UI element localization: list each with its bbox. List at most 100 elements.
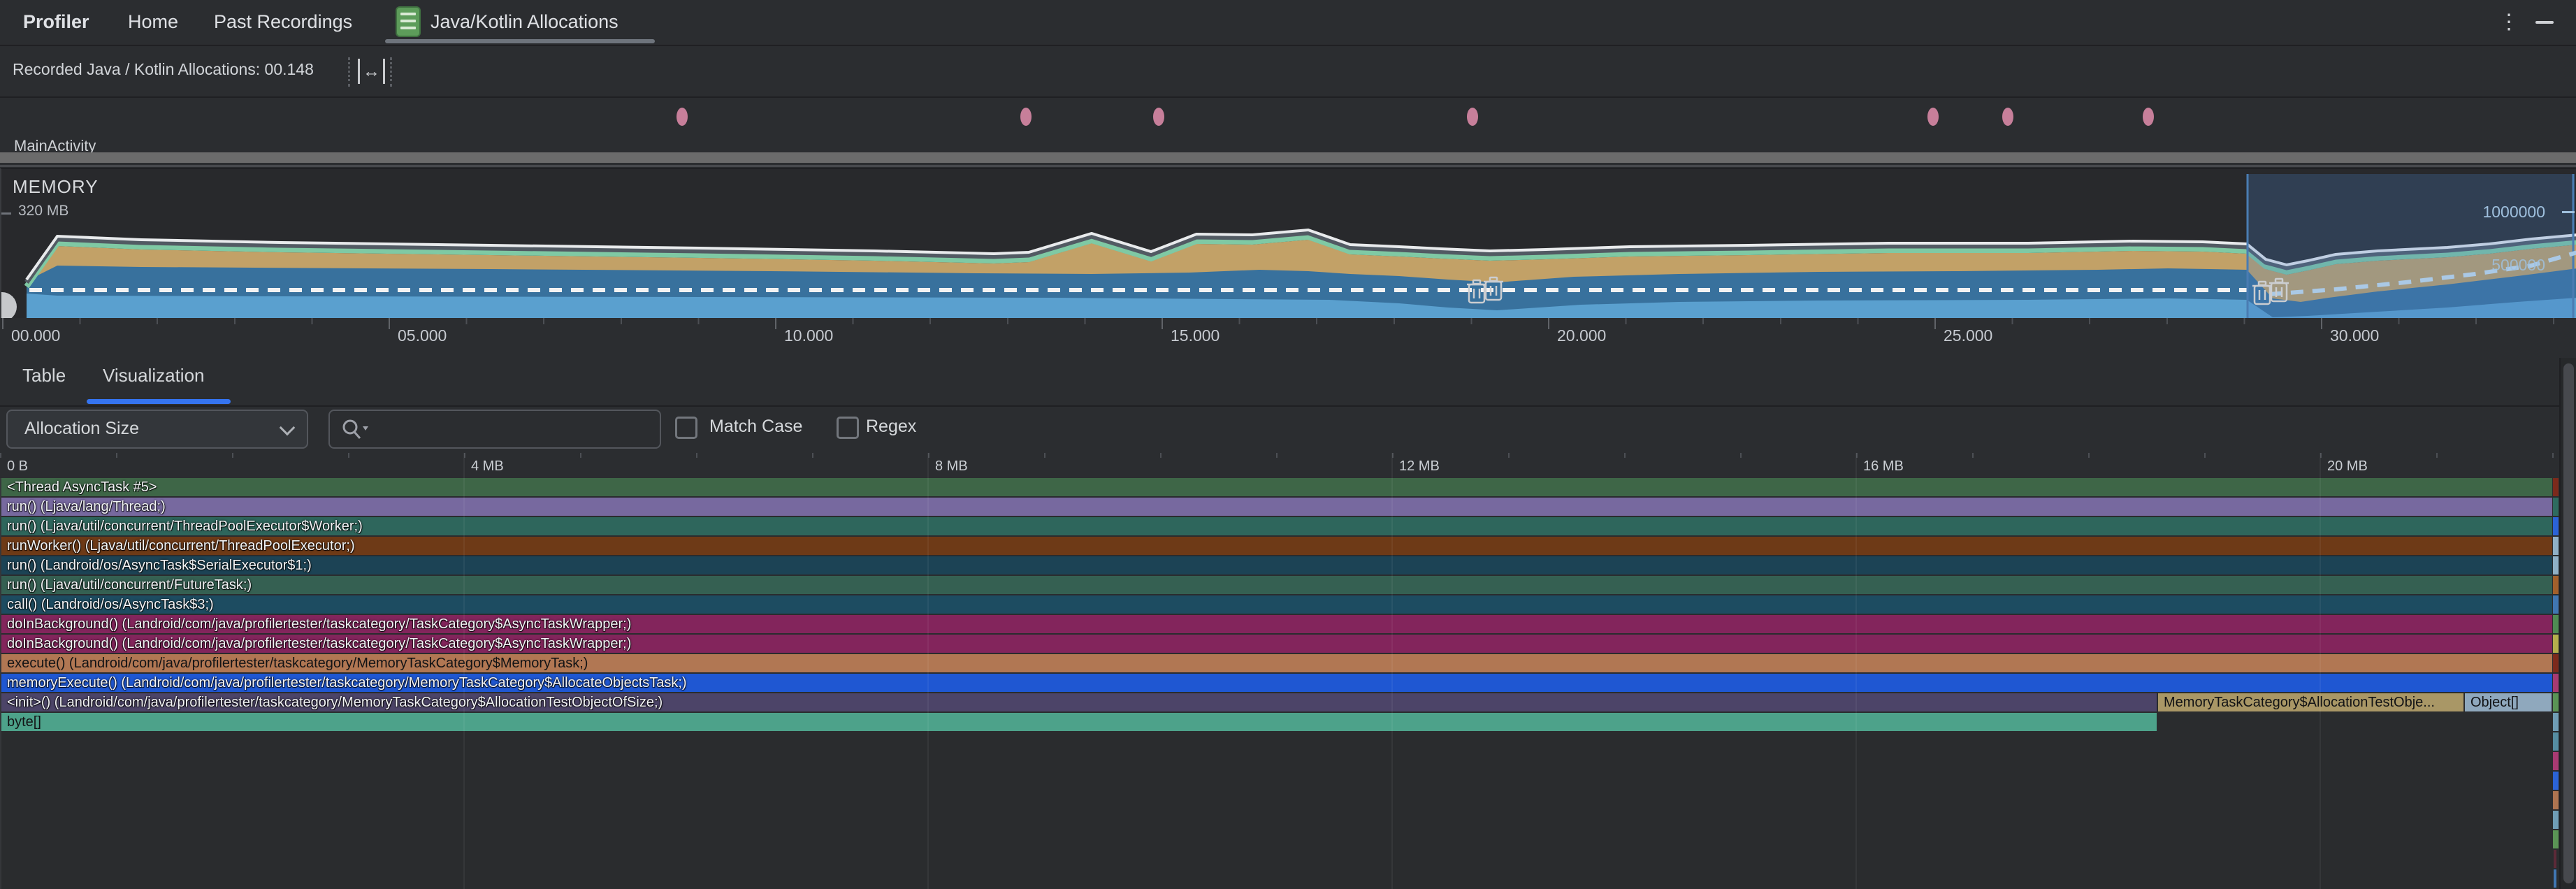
tab-visualization[interactable]: Visualization	[103, 365, 205, 386]
memory-area-chart[interactable]	[1, 174, 2576, 319]
flame-bar[interactable]: run() (Ljava/lang/Thread;)	[1, 498, 2552, 516]
activity-lifecycle-bar[interactable]	[0, 152, 2576, 163]
flame-chart[interactable]: <Thread AsyncTask #5> run() (Ljava/lang/T…	[0, 478, 2576, 889]
flame-bar-sliver[interactable]	[2553, 537, 2559, 555]
search-input[interactable]	[372, 414, 647, 443]
regex-checkbox[interactable]	[837, 417, 859, 439]
activity-name: MainActivity	[14, 137, 96, 154]
timeline-tick-label: 00.000	[11, 326, 61, 345]
flame-bar-label: memoryExecute() (Landroid/com/java/profi…	[7, 675, 687, 691]
flame-bar[interactable]: run() (Ljava/util/concurrent/ThreadPoolE…	[1, 517, 2552, 535]
flame-bar[interactable]: call() (Landroid/os/AsyncTask$3;)	[1, 595, 2552, 614]
search-box[interactable]	[328, 410, 661, 449]
flame-bar-sliver[interactable]	[2553, 791, 2559, 809]
flame-bar-sliver[interactable]	[2553, 674, 2559, 692]
flame-bar-sliver[interactable]	[2553, 732, 2559, 751]
allocation-size-dropdown[interactable]: Allocation Size	[6, 410, 308, 449]
tab-java-kotlin-allocations[interactable]: Java/Kotlin Allocations	[396, 0, 618, 43]
vertical-scrollbar[interactable]	[2559, 358, 2576, 889]
flame-bar-sliver[interactable]	[2554, 850, 2556, 868]
flame-bar-sliver[interactable]	[2553, 635, 2559, 653]
ruler-tick-label: 0 B	[7, 458, 29, 474]
flame-bar[interactable]: run() (Ljava/util/concurrent/FutureTask;…	[1, 576, 2552, 594]
flame-bar-label: run() (Landroid/os/AsyncTask$SerialExecu…	[7, 558, 312, 573]
memory-chart[interactable]: MEMORY 320 MB 1000000 500000	[0, 168, 2576, 319]
flame-bar-sliver[interactable]	[2553, 693, 2559, 711]
flame-bar-sliver[interactable]	[2553, 595, 2559, 614]
timeline-tick-label: 30.000	[2330, 326, 2380, 345]
selection-axis-tick	[2562, 211, 2575, 213]
top-tab-bar: Profiler Home Past Recordings Java/Kotli…	[0, 0, 2576, 46]
flame-bar-label: Object[]	[2470, 695, 2519, 710]
timeline-axis[interactable]: 00.000 05.000 10.000 15.000 20.000 25.000 30.0…	[0, 318, 2576, 347]
flame-bar-sliver[interactable]	[2553, 772, 2559, 790]
flame-bar[interactable]: memoryExecute() (Landroid/com/java/profi…	[1, 674, 2552, 692]
allocation-event-dot[interactable]	[676, 108, 688, 126]
flame-bar-sliver[interactable]	[2554, 869, 2556, 888]
flame-bar-label: byte[]	[7, 714, 41, 730]
tab-past-recordings[interactable]: Past Recordings	[214, 10, 353, 32]
flame-bar-sliver[interactable]	[2553, 811, 2559, 829]
y-axis-label: 320 MB	[18, 203, 69, 219]
flame-bar[interactable]: execute() (Landroid/com/java/profilertes…	[1, 654, 2552, 672]
flame-bar[interactable]: <Thread AsyncTask #5>	[1, 478, 2552, 496]
flame-bar-sliver[interactable]	[2553, 478, 2559, 496]
flame-bar-label: <init>() (Landroid/com/java/profilertest…	[7, 695, 663, 710]
flame-bar-sliver[interactable]	[2553, 576, 2559, 594]
flame-bar[interactable]: run() (Landroid/os/AsyncTask$SerialExecu…	[1, 556, 2552, 574]
ruler-tick-label: 20 MB	[2327, 458, 2368, 474]
flame-bar-label: call() (Landroid/os/AsyncTask$3;)	[7, 597, 214, 612]
flame-bar-label: run() (Ljava/lang/Thread;)	[7, 499, 166, 514]
flame-bar-sliver[interactable]	[2553, 556, 2559, 574]
allocation-event-dot[interactable]	[2002, 108, 2013, 126]
flame-bar-sliver[interactable]	[2553, 830, 2559, 848]
timeline-tick-label: 10.000	[784, 326, 834, 345]
match-case-label: Match Case	[709, 417, 803, 436]
flame-bar-sliver[interactable]	[2553, 615, 2559, 633]
scrollbar-thumb[interactable]	[2563, 363, 2574, 883]
active-tab-underline	[385, 39, 655, 43]
timeline-drag-handle[interactable]	[1, 292, 17, 319]
allocation-event-dot[interactable]	[1020, 108, 1032, 126]
selection-overlay[interactable]	[2247, 174, 2575, 319]
flame-bar[interactable]: doInBackground() (Landroid/com/java/prof…	[1, 615, 2552, 633]
flame-bar[interactable]: <init>() (Landroid/com/java/profilertest…	[1, 693, 2157, 711]
minimize-icon[interactable]	[2535, 21, 2554, 24]
flame-bar[interactable]: Object[]	[2465, 693, 2552, 711]
allocation-event-dot[interactable]	[1927, 108, 1939, 126]
allocation-event-dot[interactable]	[2143, 108, 2154, 126]
flame-bar-label: execute() (Landroid/com/java/profilertes…	[7, 656, 588, 671]
recorded-session-label: Recorded Java / Kotlin Allocations: 00.1…	[13, 60, 314, 78]
allocations-tab-icon	[396, 6, 421, 37]
tab-table[interactable]: Table	[22, 365, 66, 386]
allocation-event-dot[interactable]	[1467, 108, 1478, 126]
separator	[348, 57, 350, 87]
flame-bar-sliver[interactable]	[2553, 517, 2559, 535]
ruler-tick-label: 8 MB	[935, 458, 968, 474]
ruler-tick-label: 4 MB	[471, 458, 504, 474]
size-ruler: 0 B 4 MB 8 MB 12 MB 16 MB 20 MB	[0, 453, 2576, 478]
flame-bar[interactable]: byte[]	[1, 713, 2157, 731]
ruler-tick-label: 16 MB	[1863, 458, 1904, 474]
flame-bar-label: MemoryTaskCategory$AllocationTestObje...	[2164, 695, 2435, 710]
more-options-icon[interactable]: ⋮	[2498, 10, 2519, 34]
fit-to-range-icon[interactable]: ↔	[358, 59, 385, 84]
allocation-event-dot[interactable]	[1153, 108, 1164, 126]
flame-bar-sliver[interactable]	[2553, 752, 2559, 770]
selection-axis-label-upper: 1000000	[2482, 203, 2545, 221]
ruler-tick-label: 12 MB	[1399, 458, 1440, 474]
flame-bar-label: <Thread AsyncTask #5>	[7, 479, 157, 495]
flame-bar-sliver[interactable]	[2553, 498, 2559, 516]
timeline-tick-label: 15.000	[1171, 326, 1220, 345]
flame-bar-sliver[interactable]	[2553, 713, 2559, 731]
memory-section-title: MEMORY	[13, 176, 99, 197]
flame-bar[interactable]: doInBackground() (Landroid/com/java/prof…	[1, 635, 2552, 653]
flame-bar[interactable]: MemoryTaskCategory$AllocationTestObje...	[2158, 693, 2463, 711]
flame-bar-label: doInBackground() (Landroid/com/java/prof…	[7, 636, 632, 651]
match-case-checkbox[interactable]	[675, 417, 697, 439]
flame-bar-sliver[interactable]	[2553, 654, 2559, 672]
flame-bar-label: doInBackground() (Landroid/com/java/prof…	[7, 616, 632, 632]
flame-bar[interactable]: runWorker() (Ljava/util/concurrent/Threa…	[1, 537, 2552, 555]
tab-home[interactable]: Home	[128, 10, 179, 32]
